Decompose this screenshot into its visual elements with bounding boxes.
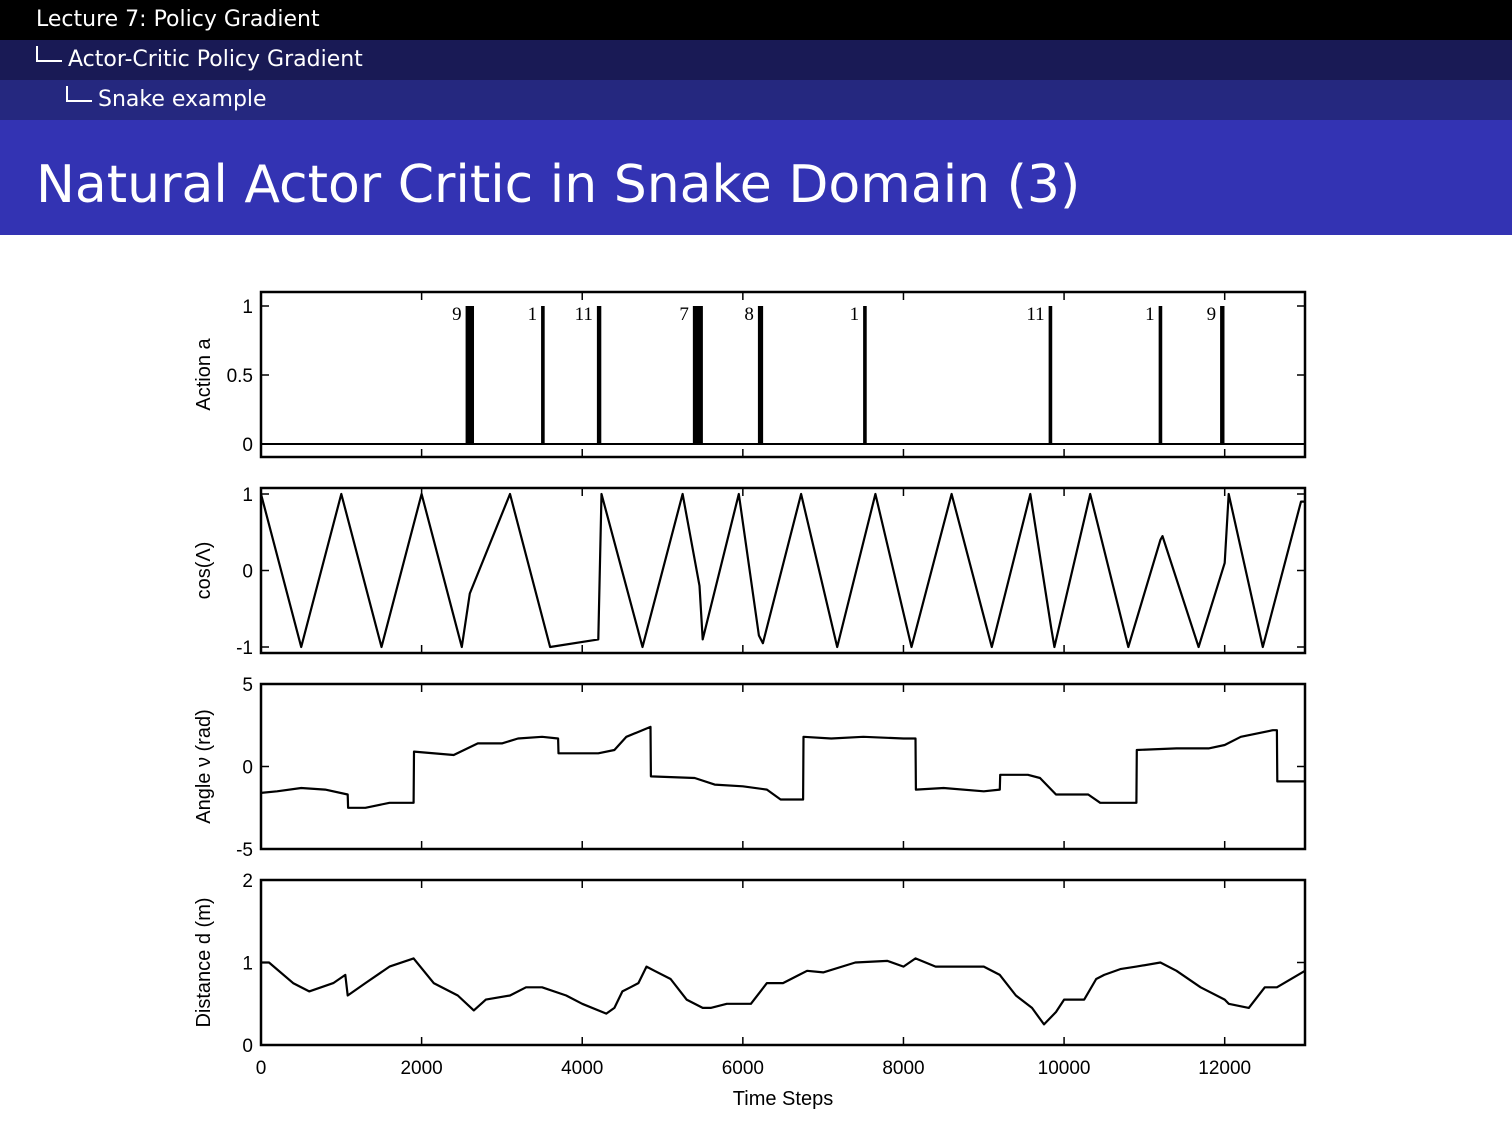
spike-label: 1 — [528, 304, 538, 325]
x-tick-label: 6000 — [722, 1058, 764, 1079]
tree-elbow-icon — [66, 86, 92, 102]
action-spike — [757, 306, 764, 444]
chart-panel-2: -1 0 1 cos(Λ) — [193, 485, 1307, 659]
breadcrumb-section: Actor-Critic Policy Gradient — [0, 40, 1512, 80]
action-spike — [692, 306, 703, 444]
y-tick-label: -1 — [236, 638, 253, 659]
y-tick-label: 0.5 — [227, 366, 253, 387]
y-tick-label: -5 — [236, 840, 253, 861]
spike-label: 8 — [744, 304, 754, 325]
chart-panel-3: -5 0 5 Angle ν (rad) — [193, 675, 1307, 861]
spike-label: 7 — [679, 304, 689, 325]
y-tick-label: 5 — [242, 675, 253, 696]
series-line — [259, 492, 1305, 649]
plot-frame — [259, 878, 1307, 1047]
series-line — [261, 957, 1306, 1026]
spike-label: 1 — [1145, 304, 1155, 325]
y-tick-label: 1 — [242, 297, 253, 318]
spike-label: 11 — [575, 304, 593, 325]
subsection-title: Snake example — [98, 87, 267, 112]
plot-frame — [259, 682, 1307, 851]
section-title: Actor-Critic Policy Gradient — [68, 47, 363, 72]
y-tick-label: 0 — [242, 435, 253, 456]
action-spike — [1220, 306, 1225, 444]
x-tick-label: 12000 — [1198, 1058, 1251, 1079]
y-tick-label: 0 — [242, 562, 253, 583]
action-spike — [465, 306, 475, 444]
x-tick-label: 4000 — [561, 1058, 603, 1079]
lecture-title: Lecture 7: Policy Gradient — [36, 7, 320, 32]
spike-label: 9 — [452, 304, 462, 325]
spike-label: 1 — [850, 304, 860, 325]
slide-title: Natural Actor Critic in Snake Domain (3) — [36, 155, 1081, 215]
y-axis-label: Distance d (m) — [193, 897, 215, 1027]
x-tick-label: 8000 — [882, 1058, 924, 1079]
series-line — [260, 725, 1305, 809]
slide-title-bar: Natural Actor Critic in Snake Domain (3) — [0, 120, 1512, 235]
y-axis-label: Angle ν (rad) — [193, 709, 215, 824]
action-spike — [863, 306, 867, 444]
y-tick-label: 0 — [242, 1036, 253, 1057]
tree-elbow-icon — [36, 46, 62, 62]
y-tick-label: 1 — [242, 954, 253, 975]
x-axis-label: Time Steps — [733, 1088, 833, 1110]
spike-label: 11 — [1026, 304, 1044, 325]
x-tick-label: 2000 — [400, 1058, 442, 1079]
y-axis-label: cos(Λ) — [193, 542, 215, 600]
y-tick-label: 0 — [242, 758, 253, 779]
spike-label: 9 — [1207, 304, 1217, 325]
y-tick-label: 1 — [242, 485, 253, 506]
breadcrumb-lecture: Lecture 7: Policy Gradient — [0, 0, 1512, 40]
plot-frame — [259, 486, 1307, 655]
plot-frame — [259, 290, 1307, 459]
action-spike — [1158, 306, 1163, 444]
x-tick-label: 10000 — [1038, 1058, 1091, 1079]
y-tick-label: 2 — [242, 871, 253, 892]
breadcrumb-subsection: Snake example — [0, 80, 1512, 120]
action-spike — [596, 306, 602, 444]
action-spike — [1048, 306, 1053, 444]
action-spike — [541, 306, 545, 444]
chart-panel-4: 0 1 2 Distance d (m) 0 2000 4000 6000 8000 10000 1… — [193, 871, 1307, 1110]
y-axis-label: Action a — [193, 337, 215, 410]
x-tick-label: 0 — [256, 1058, 267, 1079]
